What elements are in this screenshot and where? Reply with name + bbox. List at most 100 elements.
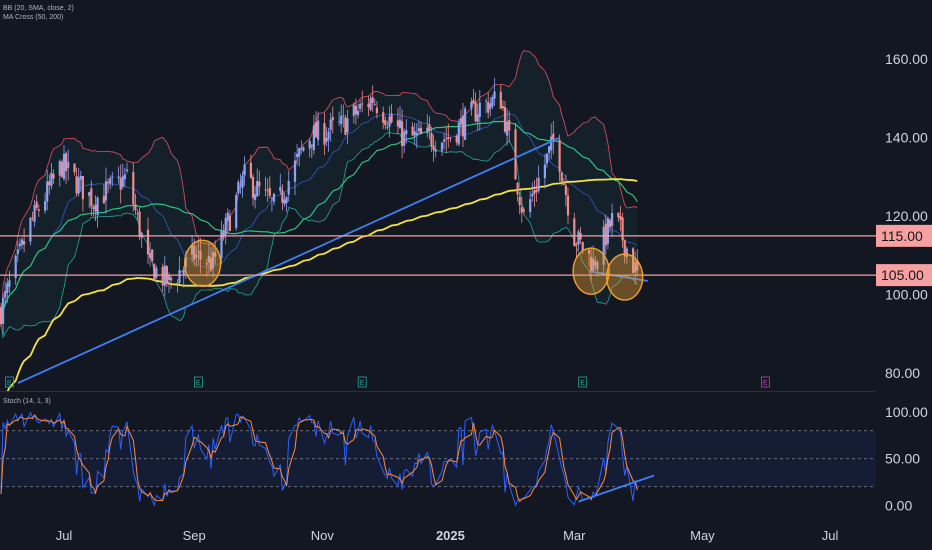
candle-body bbox=[478, 102, 481, 117]
candle-body bbox=[596, 262, 599, 270]
candle-body bbox=[396, 120, 399, 127]
earnings-marker bbox=[761, 376, 770, 388]
candle-body bbox=[401, 121, 404, 147]
candle-body bbox=[302, 147, 305, 151]
candle-body bbox=[503, 106, 507, 132]
price-tick-label: 120.00 bbox=[885, 208, 928, 224]
earnings-marker-label: E bbox=[7, 380, 12, 387]
earnings-marker-label: E bbox=[196, 380, 201, 387]
candle-body bbox=[518, 196, 521, 206]
candle-body bbox=[625, 248, 628, 258]
candle-body bbox=[440, 142, 444, 151]
candle-body bbox=[119, 177, 122, 190]
candle-body bbox=[149, 252, 152, 259]
candle-body bbox=[632, 248, 635, 274]
candle-body bbox=[537, 177, 540, 191]
candle-body bbox=[522, 209, 525, 212]
candle-body bbox=[543, 164, 546, 179]
stoch-legend[interactable]: Stoch (14, 1, 3) bbox=[3, 398, 51, 405]
candle-body bbox=[90, 188, 93, 207]
candle-body bbox=[405, 130, 408, 135]
candle-body bbox=[430, 133, 433, 147]
candle-body bbox=[29, 217, 32, 242]
candle-body bbox=[552, 133, 555, 142]
candle-body bbox=[195, 254, 198, 258]
candle-body bbox=[384, 120, 387, 126]
candle-body bbox=[560, 172, 563, 182]
bb-legend[interactable]: BB (20, SMA, close, 2) bbox=[3, 5, 74, 12]
price-tick-label: 160.00 bbox=[885, 51, 928, 67]
candle-body bbox=[432, 145, 435, 151]
candle-body bbox=[33, 205, 36, 222]
candle-body bbox=[256, 180, 259, 197]
earnings-marker bbox=[357, 376, 367, 388]
candle-body bbox=[270, 198, 273, 199]
candle-body bbox=[575, 244, 578, 246]
candle-body bbox=[23, 241, 26, 245]
candle-body bbox=[109, 178, 112, 184]
candle-body bbox=[415, 132, 418, 135]
candle-body bbox=[611, 212, 614, 227]
candle-body bbox=[545, 153, 549, 164]
candle-body bbox=[548, 146, 551, 153]
candle-body bbox=[31, 217, 34, 219]
candle-body bbox=[604, 223, 607, 246]
price-tick-label: 100.00 bbox=[885, 287, 928, 303]
candle-body bbox=[50, 172, 53, 186]
candle-body bbox=[167, 274, 171, 281]
price-chart[interactable]: 115.00 105.00 E E E E E 80.00 100.00 120.00 140.00… bbox=[0, 0, 932, 392]
candle-body bbox=[356, 110, 360, 116]
candle-body bbox=[419, 127, 423, 135]
candle-body bbox=[434, 149, 437, 152]
candle-body bbox=[222, 232, 225, 238]
candle-body bbox=[138, 211, 141, 237]
candle-body bbox=[558, 139, 561, 172]
candle-body bbox=[92, 206, 95, 209]
candle-body bbox=[296, 153, 299, 157]
candle-body bbox=[107, 181, 110, 183]
candle-body bbox=[237, 181, 240, 194]
candle-body bbox=[293, 160, 297, 182]
candle-body bbox=[386, 127, 389, 129]
earnings-marker-label: E bbox=[360, 380, 365, 387]
candle-body bbox=[58, 161, 61, 176]
candle-body bbox=[636, 260, 639, 271]
candle-body bbox=[283, 199, 286, 204]
candle-body bbox=[264, 189, 267, 191]
candle-body bbox=[214, 252, 217, 257]
pane-separator[interactable] bbox=[0, 391, 876, 392]
candle-body bbox=[228, 215, 231, 231]
ma-cross-legend[interactable]: MA Cross (50, 200) bbox=[3, 14, 64, 21]
candle-body bbox=[331, 117, 334, 121]
candle-body bbox=[224, 217, 227, 235]
bb-upper-line bbox=[0, 50, 638, 325]
candle-body bbox=[464, 108, 467, 140]
candle-body bbox=[338, 121, 341, 123]
candle-body bbox=[562, 183, 565, 185]
candle-body bbox=[104, 181, 108, 201]
candle-body bbox=[0, 307, 3, 325]
candle-body bbox=[239, 185, 242, 186]
candle-body bbox=[241, 175, 244, 188]
candle-body bbox=[125, 169, 129, 171]
candle-body bbox=[449, 137, 452, 139]
candle-body bbox=[272, 193, 276, 202]
candle-body bbox=[37, 209, 40, 211]
candle-body bbox=[266, 190, 269, 192]
highlight-circle bbox=[183, 239, 222, 288]
candle-body bbox=[207, 255, 210, 263]
time-tick-label: Sep bbox=[183, 528, 206, 543]
candle-body bbox=[550, 136, 553, 151]
candle-body bbox=[445, 138, 448, 140]
candle-body bbox=[606, 218, 609, 244]
candle-body bbox=[81, 175, 84, 200]
candle-body bbox=[243, 164, 246, 176]
candle-body bbox=[132, 172, 135, 205]
candle-body bbox=[20, 239, 24, 245]
candle-body bbox=[176, 282, 179, 284]
candle-body bbox=[487, 101, 490, 113]
candle-body bbox=[220, 230, 223, 259]
candle-body bbox=[102, 196, 105, 204]
